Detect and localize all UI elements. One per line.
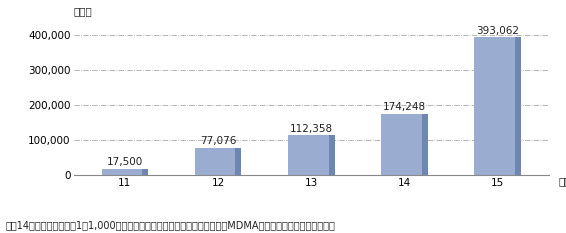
- Bar: [328, 135, 335, 175]
- Text: （年）: （年）: [559, 176, 566, 186]
- Text: 77,076: 77,076: [200, 136, 236, 146]
- Text: 174,248: 174,248: [383, 103, 426, 113]
- Text: 393,062: 393,062: [476, 26, 519, 36]
- Bar: [235, 148, 241, 175]
- Bar: [515, 37, 521, 175]
- Text: 112,358: 112,358: [290, 124, 333, 134]
- Bar: [474, 37, 521, 175]
- Bar: [381, 114, 428, 175]
- Bar: [422, 114, 428, 175]
- Text: （錢）: （錢）: [74, 6, 92, 16]
- Bar: [195, 148, 241, 175]
- Text: 17,500: 17,500: [107, 157, 143, 167]
- Bar: [142, 169, 148, 175]
- Bar: [101, 169, 148, 175]
- Bar: [288, 135, 335, 175]
- Text: 注：14年の押収量には、1件1,000錢以上の大量押収事件における覚せい剤とMDMAの混合錢剤の押収量を含む。: 注：14年の押収量には、1件1,000錢以上の大量押収事件における覚せい剤とMD…: [6, 221, 336, 231]
